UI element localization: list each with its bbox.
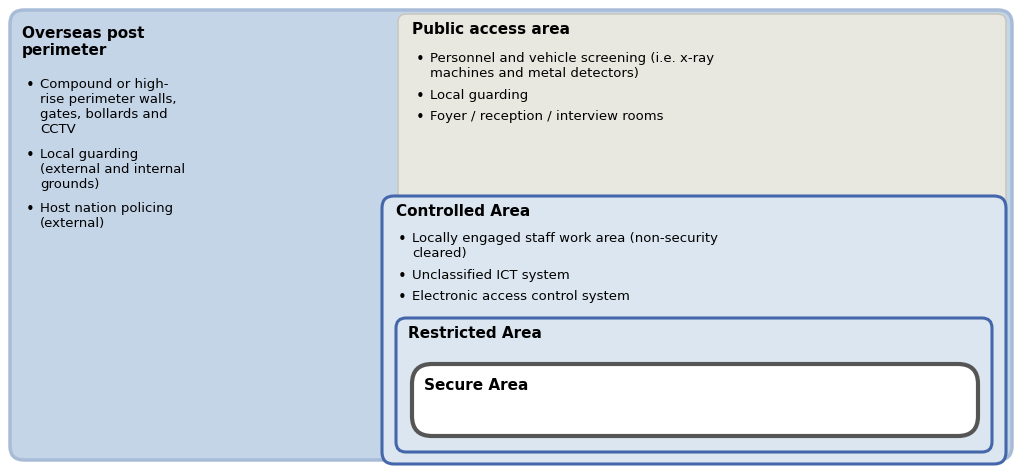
Text: Unclassified ICT system: Unclassified ICT system [412,269,569,282]
Text: Restricted Area: Restricted Area [408,326,542,341]
Text: Overseas post
perimeter: Overseas post perimeter [22,26,144,58]
Text: •: • [26,202,35,217]
FancyBboxPatch shape [396,318,992,452]
Text: Public access area: Public access area [412,22,570,37]
Text: Locally engaged staff work area (non-security
cleared): Locally engaged staff work area (non-sec… [412,232,718,260]
Text: •: • [398,232,407,247]
Text: Electronic access control system: Electronic access control system [412,290,630,303]
Text: •: • [416,110,425,125]
Text: Local guarding: Local guarding [430,89,528,102]
Text: Secure Area: Secure Area [424,378,528,393]
Text: •: • [416,89,425,104]
FancyBboxPatch shape [382,196,1006,464]
Text: Compound or high-
rise perimeter walls,
gates, bollards and
CCTV: Compound or high- rise perimeter walls, … [40,78,177,136]
Text: Foyer / reception / interview rooms: Foyer / reception / interview rooms [430,110,663,123]
FancyBboxPatch shape [398,14,1006,234]
Text: •: • [398,290,407,305]
FancyBboxPatch shape [10,10,1012,460]
Text: •: • [26,148,35,163]
Text: Personnel and vehicle screening (i.e. x-ray
machines and metal detectors): Personnel and vehicle screening (i.e. x-… [430,52,714,80]
FancyBboxPatch shape [412,364,978,436]
Text: Controlled Area: Controlled Area [396,204,530,219]
Text: •: • [398,269,407,284]
Text: Host nation policing
(external): Host nation policing (external) [40,202,173,230]
Text: Local guarding
(external and internal
grounds): Local guarding (external and internal gr… [40,148,185,191]
Text: •: • [26,78,35,93]
Text: •: • [416,52,425,67]
